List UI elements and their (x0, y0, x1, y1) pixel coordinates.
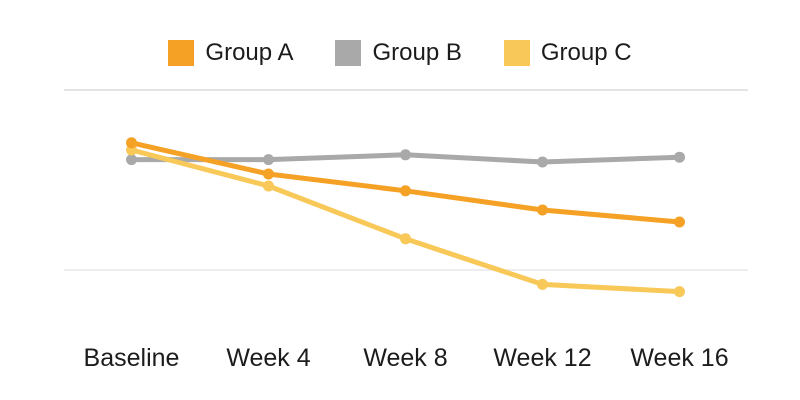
legend-swatch-group-b (335, 40, 362, 66)
legend-label-group-b: Group B (372, 39, 462, 66)
data-point-group-c (537, 278, 548, 290)
legend-item-group-b: Group B (335, 39, 462, 66)
series-group-c (126, 144, 685, 298)
series-group-a (126, 137, 685, 228)
data-point-group-b (263, 154, 274, 166)
data-point-group-b (126, 154, 137, 166)
chart-legend: Group A Group B Group C (0, 40, 800, 66)
data-point-group-b (400, 149, 411, 161)
legend-item-group-c: Group C (503, 39, 632, 66)
x-axis-label-week-16: Week 16 (630, 344, 728, 372)
x-axis-label-baseline: Baseline (84, 344, 180, 372)
data-point-group-c (263, 180, 274, 192)
series-group-b (126, 149, 685, 168)
legend-swatch-group-c (503, 40, 530, 66)
data-point-group-c (400, 233, 411, 245)
data-point-group-a (263, 168, 274, 180)
legend-label-group-a: Group A (205, 39, 294, 66)
data-point-group-a (537, 204, 548, 216)
data-point-group-a (400, 185, 411, 197)
data-point-group-b (674, 151, 685, 163)
x-axis-label-week-4: Week 4 (226, 344, 310, 372)
data-point-group-b (537, 156, 548, 168)
data-point-group-a (674, 216, 685, 228)
data-point-group-a (126, 137, 137, 149)
data-point-group-c (674, 286, 685, 298)
legend-item-group-a: Group A (168, 40, 293, 66)
legend-label-group-c: Group C (540, 39, 632, 66)
x-axis-label-week-8: Week 8 (363, 344, 447, 372)
x-axis-label-week-12: Week 12 (493, 344, 591, 372)
legend-swatch-group-a (168, 40, 195, 66)
